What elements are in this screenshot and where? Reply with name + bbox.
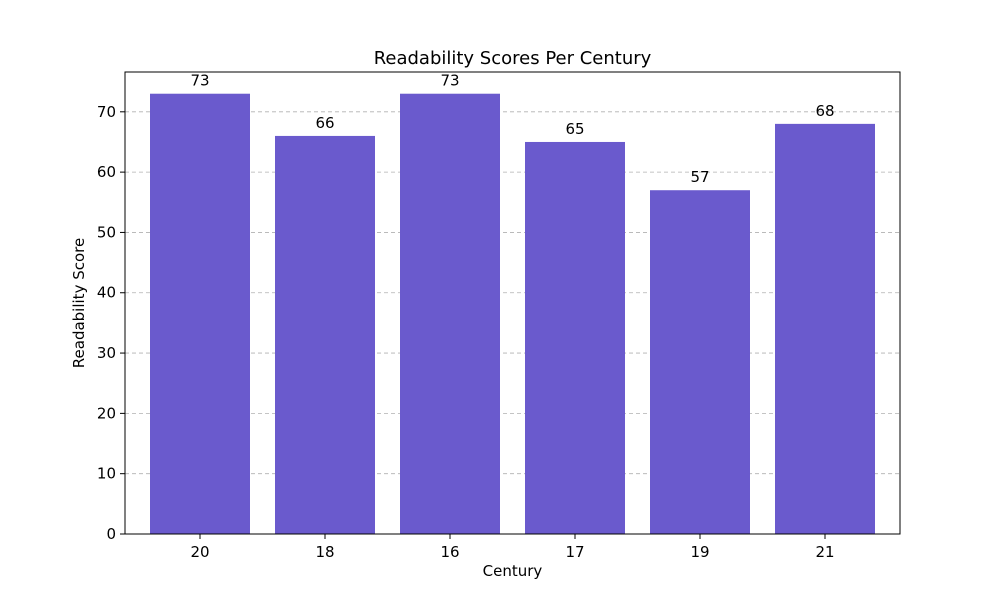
y-tick-label: 10: [97, 465, 116, 483]
bar: [400, 93, 500, 534]
y-tick-label: 0: [106, 525, 116, 543]
bar-value-label: 66: [315, 114, 334, 132]
bar-value-label: 65: [565, 120, 584, 138]
bars: [150, 93, 875, 535]
y-tick-label: 70: [97, 103, 116, 121]
bar-value-label: 73: [190, 72, 209, 90]
bar: [150, 93, 250, 534]
bar-value-label: 68: [815, 102, 834, 120]
y-tick-label: 40: [97, 284, 116, 302]
x-tick-label: 19: [690, 543, 709, 561]
grid-lines: [125, 111, 900, 475]
bar: [275, 135, 375, 534]
y-tick-label: 60: [97, 163, 116, 181]
y-axis: 0 10 20 30 40 50 60 70: [97, 103, 125, 543]
x-tick-label: 21: [815, 543, 834, 561]
y-tick-label: 20: [97, 404, 116, 422]
bar: [650, 190, 750, 534]
y-tick-label: 50: [97, 223, 116, 241]
data-labels: 73 66 73 65 57 68: [190, 72, 834, 187]
x-tick-label: 18: [315, 543, 334, 561]
x-axis: 20 18 16 17 19 21: [190, 534, 835, 561]
chart-title: Readability Scores Per Century: [374, 48, 652, 69]
bar: [525, 141, 625, 534]
x-tick-label: 16: [440, 543, 459, 561]
x-axis-label: Century: [483, 562, 543, 580]
x-tick-label: 20: [190, 543, 209, 561]
bar: [775, 123, 875, 535]
x-tick-label: 17: [565, 543, 584, 561]
plot-frame: [124, 71, 901, 535]
bar-value-label: 57: [690, 168, 709, 186]
y-axis-label: Readability Score: [70, 238, 88, 368]
bar-value-label: 73: [440, 72, 459, 90]
y-tick-label: 30: [97, 344, 116, 362]
